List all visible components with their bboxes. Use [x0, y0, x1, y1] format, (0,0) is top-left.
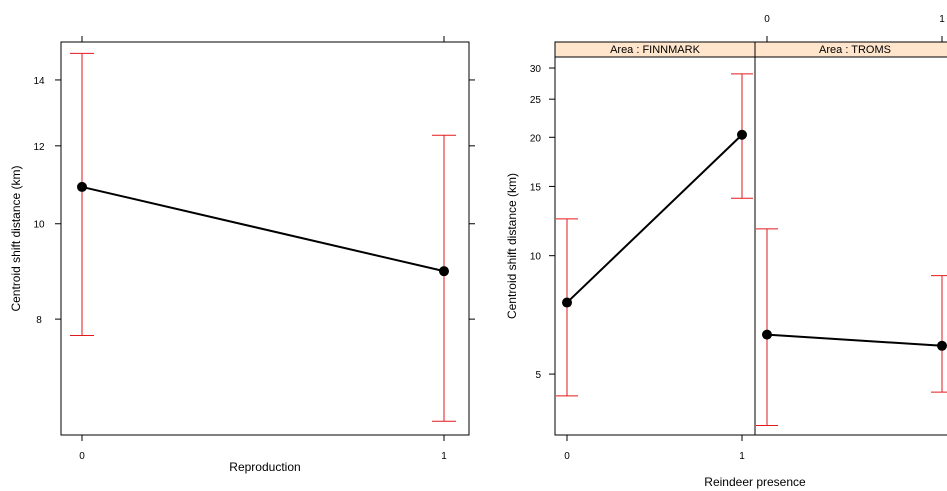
- data-point-reproduction-0: [77, 181, 87, 192]
- y-tick-label-right-chart-15: 15: [530, 182, 542, 193]
- strip-label-finnmark: Area : FINNMARK: [610, 44, 701, 56]
- x-tick-label-bottom-1: 1: [739, 451, 745, 462]
- x-tick-label-0: 0: [79, 451, 85, 462]
- panel-frame-finnmark: [554, 56, 756, 436]
- y-tick-label-8: 8: [36, 315, 42, 326]
- y-tick-label-right-chart-25: 25: [530, 95, 542, 106]
- data-point-reproduction-1: [439, 266, 449, 277]
- y-axis-label-reproduction: Centroid shift distance (km): [9, 165, 23, 311]
- y-axis-label-reindeer: Centroid shift distance (km): [505, 173, 519, 319]
- y-tick-label-10: 10: [33, 220, 45, 231]
- x-axis-label-reproduction: Reproduction: [229, 460, 300, 474]
- effect-line-reproduction: [81, 185, 445, 273]
- data-point-p0-0: [562, 297, 572, 308]
- plot-frame-reproduction: [60, 41, 470, 436]
- effect-line-troms: [766, 333, 943, 347]
- data-point-p0-1: [737, 129, 747, 140]
- data-point-p1-1: [937, 340, 947, 351]
- strip-label-troms: Area : TROMS: [819, 44, 891, 56]
- y-tick-label-12: 12: [33, 142, 45, 153]
- y-tick-label-right-chart-5: 5: [535, 370, 541, 381]
- x-axis-label-reindeer: Reindeer presence: [704, 475, 806, 489]
- effect-line-finnmark: [566, 134, 743, 304]
- x-tick-label-top-0: 0: [764, 14, 770, 25]
- x-tick-label-1: 1: [441, 451, 447, 462]
- x-tick-label-bottom-0: 0: [564, 451, 570, 462]
- data-point-p1-0: [762, 329, 772, 340]
- panel-frame-troms: [754, 56, 947, 436]
- y-tick-label-right-chart-10: 10: [530, 252, 542, 263]
- y-tick-label-right-chart-20: 20: [530, 133, 542, 144]
- x-tick-label-top-1: 1: [939, 14, 945, 25]
- y-tick-label-14: 14: [33, 76, 45, 87]
- y-tick-label-right-chart-30: 30: [530, 64, 542, 75]
